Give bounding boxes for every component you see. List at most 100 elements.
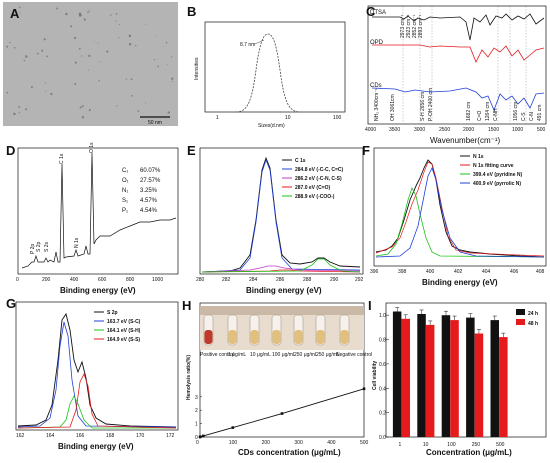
x-axis-label-f: Binding energy (eV) [422,278,498,287]
tem-particle [135,45,137,47]
tube-rack [200,306,364,315]
y-tick-label: 0.6 [379,362,386,368]
tem-particle [115,13,118,15]
x-tick-label: 100 [447,442,456,448]
x-tick-d: 0 [16,277,19,283]
panel-h: H Positive control 1 μg/mL 10 μg/mL 100 … [182,298,372,457]
x-axis-label-c: Wavenumber(cm⁻¹) [430,136,500,145]
tem-particle [43,38,46,41]
tube-labels: Positive control 1 μg/mL 10 μg/mL 100 μg… [200,352,372,358]
legend-f: N 1s N 1s fitting curve 399.4 eV (pyridi… [460,154,523,187]
hemolysis-point [231,426,235,429]
x-tick-e: 292 [355,277,364,283]
tem-particle [170,56,173,58]
hemolysis-point [201,434,205,438]
comp-val: 4.57% [140,198,158,204]
hemolysis-point [199,435,202,439]
tem-particle [45,90,47,92]
tube-label: 1 μg/mL [228,352,246,358]
x-tick-g: 172 [166,433,175,439]
y-tick-label: 1 [195,422,198,428]
y-ticks-h: 0 1 2 3 [195,395,202,441]
y-tick-label: 0.4 [379,386,386,392]
tem-particle [36,52,39,55]
tem-particle [44,82,47,84]
series-label-cds: CDs [370,83,382,89]
x-tick-f: 404 [482,269,491,275]
comp-el: S₁ [122,198,128,204]
y-axis-label-b: Intensities [194,57,200,80]
viability-bar [401,318,410,437]
tem-particle [167,111,170,114]
comp-el: N₁ [122,188,128,194]
ftir-opd-line [372,44,545,63]
viability-bar [417,314,426,437]
panel-letter-f: F [362,143,370,158]
tube-label: Negative control [336,352,372,358]
tube-liquid [204,330,213,344]
x-axis-label-h: CDs concentration (μg/mL) [238,448,341,457]
tem-particle [98,79,100,82]
tem-particle [78,47,81,50]
s2p-raw-line [17,312,177,428]
panel-f: F N 1s N 1s fitting curve 399.4 eV (pyri… [362,143,547,287]
tube-label: 250 μg/mL [294,352,318,358]
tube-label: 10 μg/mL [250,352,271,358]
tube-liquid [294,330,303,344]
x-axis-label-g: Binding energy (eV) [58,442,134,451]
x-tick-label: 250 [472,442,481,448]
tem-particle [78,12,82,16]
tem-particle [28,23,30,25]
tem-particle [165,41,168,44]
x-tick-g: 166 [76,433,85,439]
x-tick-f: 398 [398,269,407,275]
tem-particle [157,65,159,68]
dtsa-peak-label: 2893 cm⁻¹ [418,14,424,38]
x-ticks-i: 1 10 100 250 500 [399,442,505,448]
y-ticks-i: 0.0 0.2 0.4 0.6 0.8 1.0 [379,313,389,441]
tem-particle [18,105,21,108]
hemolysis-points [198,387,366,439]
tem-particle [97,42,99,44]
x-tick-label: 300 [294,440,303,446]
x-tick-e: 280 [196,277,205,283]
tem-particle [65,12,68,16]
x-tick-d: 800 [126,277,135,283]
s2p-ss-line [17,372,177,429]
legend-label: C 1s [295,158,306,164]
cds-peak-label: 1264 cm [485,102,491,121]
plot-frame-h [199,302,365,438]
tem-particle [50,92,53,96]
cds-peak-label: 1056 cm [513,102,519,121]
legend-label: 164.1 eV (S-H) [107,328,141,334]
viability-bar [425,324,435,437]
peak-label-n1s: N 1s [74,237,80,248]
x-tick-c: 1000 [512,127,523,133]
tube-liquid [250,330,259,344]
tem-particle [81,105,84,108]
c1s-raw-line [201,156,361,273]
cds-peak-label: OH 3061cm [390,94,396,121]
cds-peak-label: C-NH [493,108,499,121]
n1s-fit-line [375,161,545,257]
legend-e: C 1s 284.8 eV (-C-C, C=C) 286.2 eV (-C-N… [282,158,344,200]
x-tick-label: 0 [196,440,199,446]
series-label-dtsa: DTSA [370,10,386,16]
x-tick-f: 396 [370,269,379,275]
peak-label-s2p: S 2p [36,241,42,252]
tem-particles [6,6,174,119]
tem-particle [25,55,28,58]
tem-particle [13,46,16,49]
panel-a: A 50 nm [3,2,178,126]
tem-particle [18,111,21,114]
tem-particle [13,112,16,116]
legend-label: 164.9 eV (S-S) [107,337,140,343]
dls-curve [235,33,301,113]
tem-particle [131,94,133,97]
x-tick-b-1: 1 [216,115,219,121]
comp-val: 60.07% [140,168,161,174]
y-tick-label: 1.0 [379,313,386,319]
tem-particle [19,12,21,14]
x-tick-g: 168 [106,433,115,439]
